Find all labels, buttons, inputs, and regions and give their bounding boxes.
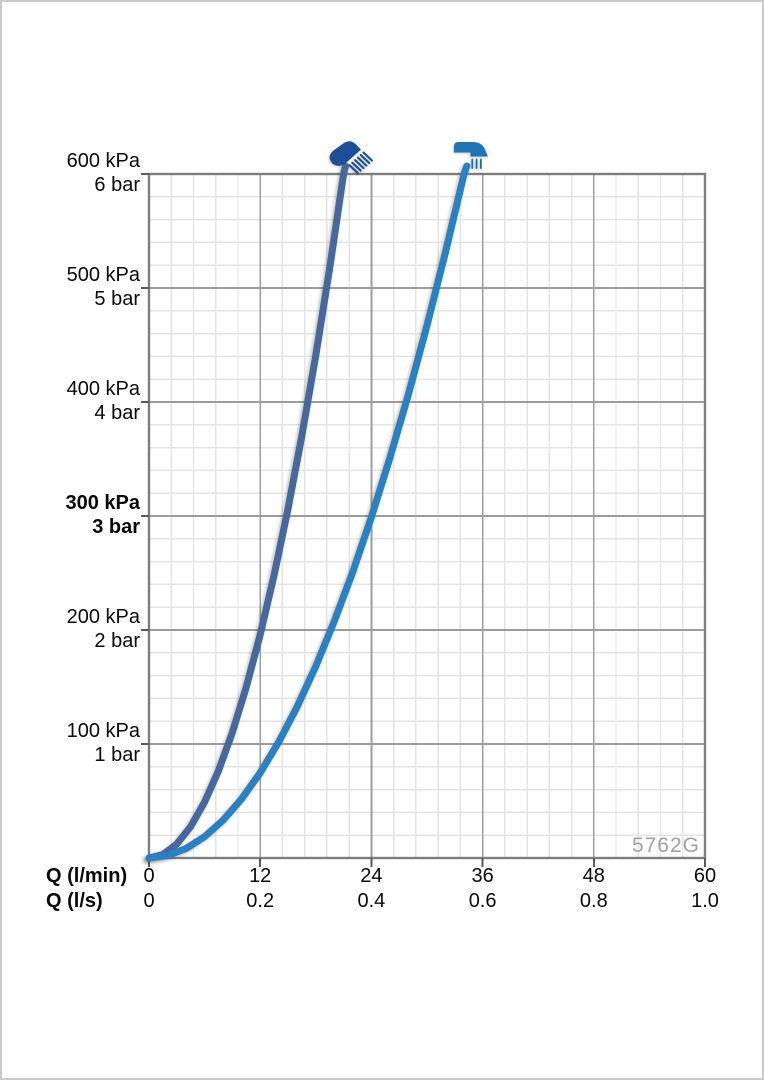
- product-code: 5762G: [631, 834, 700, 857]
- x-tick-label-lmin-60: 60: [693, 865, 717, 887]
- y-tick-bar: 6 bar: [94, 173, 140, 196]
- y-tick-bar: 2 bar: [94, 629, 140, 652]
- y-tick-bar: 5 bar: [94, 287, 140, 310]
- y-tick-bar: 1 bar: [94, 743, 140, 766]
- x-tick-label-ls-1.0: 1.0: [691, 890, 719, 912]
- hand-shower-icon: [329, 141, 374, 175]
- y-tick-label-300: 300 kPa 3 bar: [8, 492, 140, 539]
- x-tick-label-ls-0: 0: [143, 890, 155, 912]
- x-axis-row-lmin: Q (l/min) 0 12 24 36 48 60: [0, 865, 764, 889]
- x-tick-label-ls-0.4: 0.4: [357, 890, 386, 912]
- x-tick-label-lmin-24: 24: [360, 865, 383, 887]
- x-tick-label-lmin-0: 0: [143, 865, 155, 887]
- x-tick-label-lmin-36: 36: [471, 865, 494, 887]
- x-tick-label-lmin-12: 12: [249, 865, 272, 887]
- x-axis-title-ls: Q (l/s): [46, 890, 103, 912]
- x-axis-row-ls: Q (l/s) 0 0.2 0.4 0.6 0.8 1.0: [0, 890, 764, 914]
- y-tick-label-600: 600 kPa 6 bar: [8, 150, 140, 197]
- x-tick-label-lmin-48: 48: [582, 865, 605, 887]
- y-tick-label-100: 100 kPa 1 bar: [8, 720, 140, 767]
- y-tick-kpa: 300 kPa: [65, 492, 140, 514]
- spout-stream: [471, 158, 482, 169]
- hand-shower-spray: [348, 151, 374, 175]
- y-tick-kpa: 400 kPa: [66, 378, 140, 400]
- y-tick-label-400: 400 kPa 4 bar: [8, 378, 140, 425]
- y-tick-kpa: 600 kPa: [66, 150, 140, 172]
- x-axis-title-lmin: Q (l/min): [46, 865, 128, 887]
- y-tick-bar: 3 bar: [92, 515, 140, 538]
- x-tick-label-ls-0.6: 0.6: [468, 890, 497, 912]
- x-tick-label-ls-0.2: 0.2: [246, 890, 275, 912]
- y-tick-bar: 4 bar: [94, 401, 140, 424]
- y-tick-kpa: 500 kPa: [66, 264, 140, 286]
- curve-spout: [145, 162, 471, 862]
- x-tick-label-ls-0.8: 0.8: [579, 890, 608, 912]
- y-tick-kpa: 200 kPa: [66, 606, 140, 628]
- spout-body: [454, 142, 488, 157]
- curve-hand-shower: [145, 162, 349, 862]
- y-tick-label-200: 200 kPa 2 bar: [8, 606, 140, 653]
- y-tick-kpa: 100 kPa: [66, 720, 140, 742]
- spout-icon: [454, 142, 488, 169]
- y-tick-label-500: 500 kPa 5 bar: [8, 264, 140, 311]
- hand-shower-head: [329, 141, 361, 166]
